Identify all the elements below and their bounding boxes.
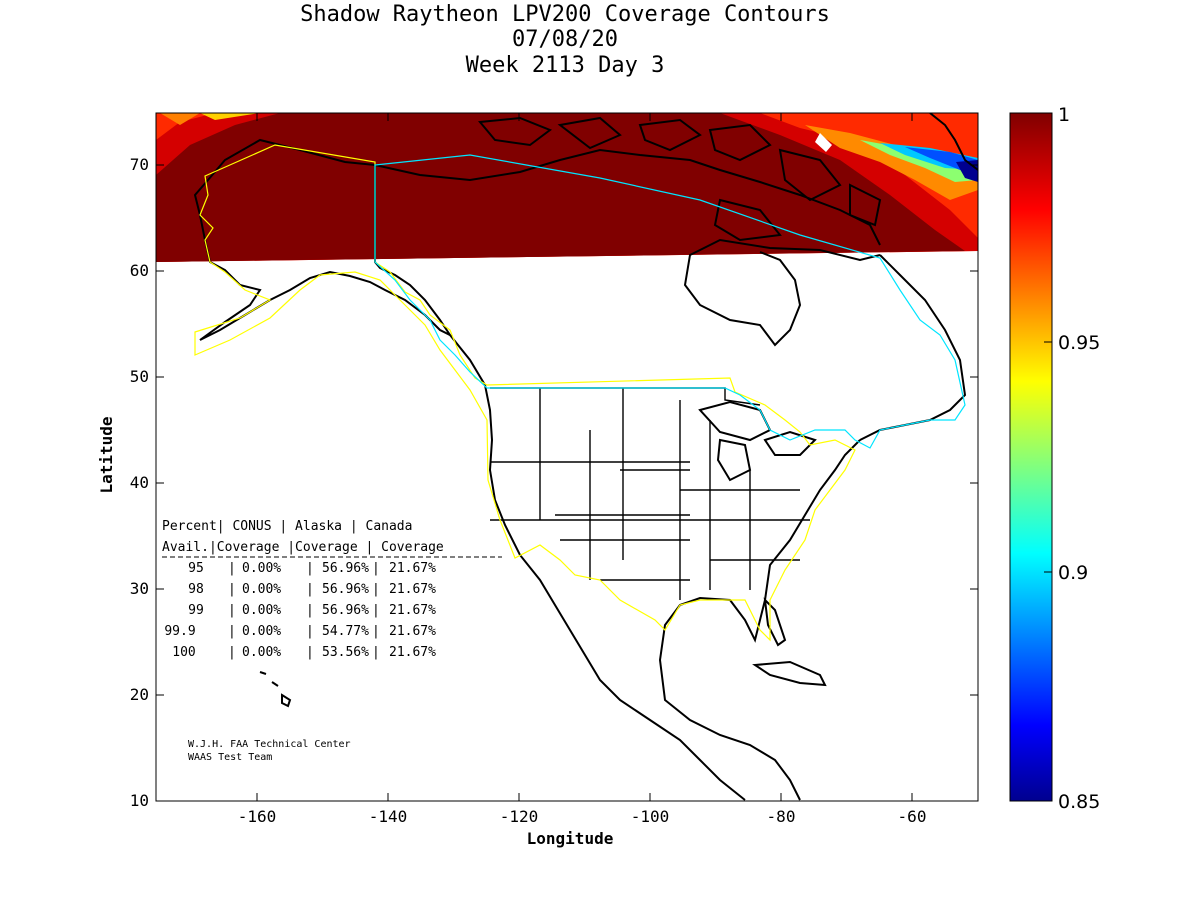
table-header-2: Avail.|Coverage |Coverage | Coverage bbox=[162, 540, 444, 555]
tick-marks bbox=[156, 113, 978, 801]
table-cell-sep: | bbox=[372, 603, 380, 618]
table-cell-percent: 100 bbox=[172, 645, 195, 660]
y-tick-label: 50 bbox=[130, 367, 149, 386]
table-cell-sep: | bbox=[306, 603, 314, 618]
figure-week-day: Week 2113 Day 3 bbox=[465, 53, 665, 78]
map-layers bbox=[156, 113, 978, 801]
credit-line-1: W.J.H. FAA Technical Center bbox=[188, 739, 351, 750]
table-cell-alaska: 56.96% bbox=[322, 582, 369, 597]
table-row: 99 | 0.00% | 56.96% | 21.67% bbox=[188, 603, 436, 618]
x-tick-label: -120 bbox=[500, 807, 539, 826]
x-tick-label: -160 bbox=[238, 807, 277, 826]
colorbar bbox=[1009, 112, 1053, 802]
x-axis-label: Longitude bbox=[527, 829, 614, 848]
table-cell-conus: 0.00% bbox=[242, 645, 281, 660]
table-cell-sep: | bbox=[228, 582, 236, 597]
y-tick-label: 40 bbox=[130, 473, 149, 492]
table-cell-sep: | bbox=[228, 561, 236, 576]
y-tick-label: 20 bbox=[130, 685, 149, 704]
table-cell-percent: 98 bbox=[188, 582, 204, 597]
table-cell-alaska: 56.96% bbox=[322, 561, 369, 576]
table-cell-sep: | bbox=[372, 582, 380, 597]
colorbar-tick-label: 1 bbox=[1058, 104, 1070, 126]
table-row: 99.9 | 0.00% | 54.77% | 21.67% bbox=[164, 624, 436, 639]
table-cell-alaska: 54.77% bbox=[322, 624, 369, 639]
x-tick-label: -100 bbox=[631, 807, 670, 826]
table-cell-sep: | bbox=[306, 582, 314, 597]
table-cell-alaska: 53.56% bbox=[322, 645, 369, 660]
x-tick-labels: -160 -140 -120 -100 -80 -60 bbox=[238, 807, 927, 826]
table-cell-sep: | bbox=[306, 645, 314, 660]
table-header-1: Percent| CONUS | Alaska | Canada bbox=[162, 519, 412, 534]
table-cell-canada: 21.67% bbox=[389, 624, 436, 639]
y-tick-label: 60 bbox=[130, 261, 149, 280]
service-area-outlines bbox=[194, 144, 966, 642]
table-cell-sep: | bbox=[372, 561, 380, 576]
colorbar-tick-label: 0.9 bbox=[1058, 562, 1088, 584]
colorbar-ticks bbox=[1044, 341, 1052, 573]
table-cell-conus: 0.00% bbox=[242, 624, 281, 639]
credit-line-2: WAAS Test Team bbox=[188, 752, 272, 763]
table-cell-canada: 21.67% bbox=[389, 603, 436, 618]
colorbar-tick-label: 0.85 bbox=[1058, 791, 1100, 813]
table-cell-percent: 95 bbox=[188, 561, 204, 576]
table-cell-sep: | bbox=[372, 645, 380, 660]
table-cell-conus: 0.00% bbox=[242, 582, 281, 597]
table-cell-sep: | bbox=[372, 624, 380, 639]
table-cell-canada: 21.67% bbox=[389, 561, 436, 576]
table-cell-alaska: 56.96% bbox=[322, 603, 369, 618]
y-tick-label: 70 bbox=[130, 155, 149, 174]
y-axis-label: Latitude bbox=[97, 416, 116, 493]
y-tick-label: 30 bbox=[130, 579, 149, 598]
table-cell-percent: 99 bbox=[188, 603, 204, 618]
colorbar-tick-label: 0.95 bbox=[1058, 332, 1100, 354]
y-tick-label: 10 bbox=[130, 791, 149, 810]
table-cell-canada: 21.67% bbox=[389, 582, 436, 597]
table-row: 95 | 0.00% | 56.96% | 21.67% bbox=[188, 561, 436, 576]
table-cell-sep: | bbox=[228, 645, 236, 660]
table-cell-sep: | bbox=[306, 624, 314, 639]
table-cell-sep: | bbox=[306, 561, 314, 576]
figure-title: Shadow Raytheon LPV200 Coverage Contours bbox=[300, 2, 830, 27]
table-row: 100 | 0.00% | 53.56% | 21.67% bbox=[172, 645, 436, 660]
colorbar-tick-labels: 1 0.95 0.9 0.85 bbox=[1058, 104, 1100, 813]
figure-date: 07/08/20 bbox=[512, 27, 618, 52]
us-state-borders bbox=[490, 387, 810, 600]
table-cell-sep: | bbox=[228, 603, 236, 618]
x-tick-label: -80 bbox=[767, 807, 796, 826]
table-cell-canada: 21.67% bbox=[389, 645, 436, 660]
plot-frame bbox=[155, 112, 979, 802]
x-tick-label: -60 bbox=[898, 807, 927, 826]
coverage-table: Percent| CONUS | Alaska | Canada Avail.|… bbox=[162, 519, 502, 660]
y-tick-labels: 10 20 30 40 50 60 70 bbox=[130, 155, 149, 810]
table-cell-conus: 0.00% bbox=[242, 561, 281, 576]
x-tick-label: -140 bbox=[369, 807, 408, 826]
table-row: 98 | 0.00% | 56.96% | 21.67% bbox=[188, 582, 436, 597]
table-cell-percent: 99.9 bbox=[164, 624, 195, 639]
table-cell-sep: | bbox=[228, 624, 236, 639]
table-cell-conus: 0.00% bbox=[242, 603, 281, 618]
